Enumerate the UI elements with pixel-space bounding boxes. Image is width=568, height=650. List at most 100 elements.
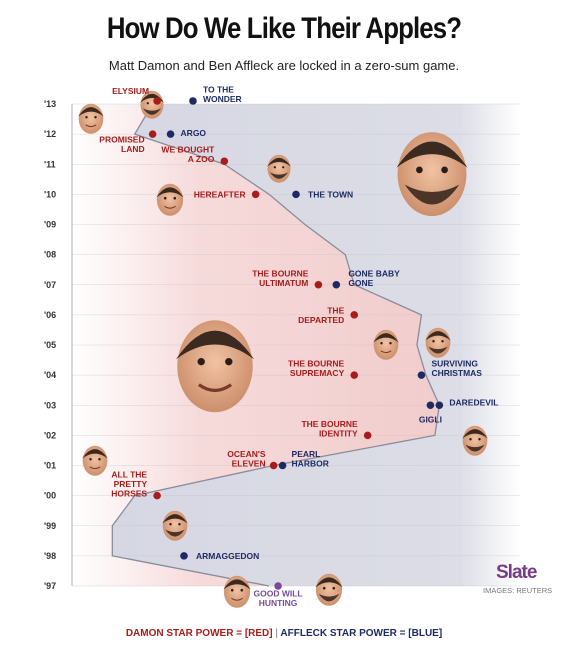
data-label-line: LAND [121,144,145,154]
face-beard [142,108,162,115]
data-label-line: GONE BABY [348,268,400,278]
y-tick-label: '11 [44,159,56,169]
divider-line [111,103,441,587]
y-tick-label: '00 [44,491,56,501]
data-label: THE BOURNE IDENTITY [301,419,358,439]
data-label: GIGLI [419,414,442,424]
data-label-line: SUPREMACY [290,368,345,378]
y-tick-label: '10 [44,189,56,199]
data-point [350,371,359,379]
face-eye [416,166,423,174]
face-eye [432,340,435,343]
face-smile [231,597,243,601]
image-credit: IMAGES: REUTERS [483,586,553,595]
face-hair [373,333,399,343]
face-eye [197,358,205,366]
divider-polyline [111,103,441,587]
y-tick-label: '06 [44,310,56,320]
y-tick-label: '98 [44,551,56,561]
face-hair [156,187,184,198]
face-eye [441,340,444,343]
affleck-face-icon [425,327,451,358]
damon-face-icon [78,103,104,134]
data-point [278,461,287,470]
data-label: TO THE WONDER [203,84,242,104]
data-label-line: GIGLI [419,414,442,424]
data-point [189,97,197,105]
data-label: WE BOUGHT A ZOO [161,145,215,165]
face-eye [146,102,149,105]
data-label: ARGO [181,128,207,138]
data-label-line: GOOD WILL [254,589,303,599]
face-hair [78,107,104,117]
data-label: THE TOWN [308,189,353,199]
face-hair [425,331,451,341]
y-tick-label: '13 [44,99,56,109]
face-eye [240,588,244,592]
data-point [350,311,359,319]
data-label: THE DEPARTED [298,305,344,325]
data-label-line: ULTIMATUM [259,278,308,288]
data-label-line: HORSES [111,489,147,499]
data-point [148,130,157,138]
faces-layer [78,90,488,608]
data-label-line: THE BOURNE [288,359,345,369]
face-eye [469,438,472,441]
face-hair [396,141,468,168]
face-beard [465,444,485,452]
data-point [153,491,161,500]
data-points: ELYSIUM PROMISED LAND WE BOUGHT A ZOO HEREAFT… [99,84,498,608]
y-tick-label: '97 [44,581,56,591]
data-label: THE BOURNE ULTIMATUM [252,268,309,288]
face-eye [478,438,481,441]
data-label-line: WE BOUGHT [161,145,215,155]
face-eye [322,586,326,590]
data-label-line: ARMAGGEDON [196,551,259,561]
face-beard [269,172,289,179]
legend-separator: | [275,628,278,639]
y-tick-label: '03 [44,400,56,410]
face-eye [441,166,448,174]
data-label: OCEAN'S ELEVEN [227,449,266,469]
y-tick-label: '07 [44,280,56,290]
data-label-line: DEPARTED [298,315,344,325]
gridlines [72,103,520,587]
data-label-line: THE [327,305,344,315]
damon-face-icon [156,183,184,216]
face-smile [380,350,392,354]
face-eye [169,523,172,526]
data-point [426,401,435,410]
damon-face-icon [82,445,108,476]
face-eye [282,166,285,169]
data-point [292,190,300,199]
y-tick-label: '05 [44,340,56,350]
data-label: SURVIVING CHRISTMAS [431,359,482,379]
face-eye [173,196,177,200]
data-label-line: DAREDEVIL [449,397,498,407]
legend-affleck: AFFLECK STAR POWER = [BLUE] [280,628,443,639]
data-label-line: PEARL [292,449,321,459]
data-label-line: HEREAFTER [194,189,246,199]
data-label-line: THE TOWN [308,189,353,199]
y-tick-label: '04 [44,370,56,380]
damon-face-icon [373,329,399,360]
face-eye [273,166,276,169]
data-point [220,157,229,166]
data-point [363,431,372,440]
data-label-line: GONE [348,278,373,288]
data-label-line: TO THE [203,84,234,94]
face-smile [85,124,97,128]
data-point [417,371,426,379]
data-label-line: SURVIVING [431,359,478,369]
data-label: ALL THE PRETTY HORSES [111,470,147,499]
affleck-face-icon [396,132,468,217]
damon-face-icon [223,575,251,608]
data-label-line: IDENTITY [319,428,358,438]
face-hair [175,330,255,360]
y-tick-label: '01 [44,461,56,471]
data-label-line: HUNTING [259,598,298,608]
data-label: PEARL HARBOR [292,449,329,469]
face-eye [89,458,92,461]
data-label: PROMISED LAND [99,135,144,155]
y-tick-label: '08 [44,250,56,260]
